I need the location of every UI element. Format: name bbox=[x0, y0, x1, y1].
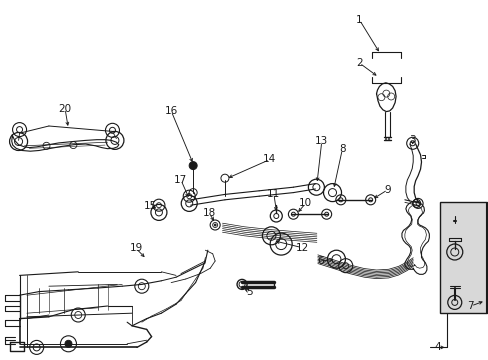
Text: 10: 10 bbox=[299, 198, 311, 208]
Text: 11: 11 bbox=[266, 189, 280, 199]
Text: 15: 15 bbox=[143, 201, 157, 211]
Circle shape bbox=[189, 162, 197, 170]
Text: 5: 5 bbox=[245, 287, 252, 297]
Text: 13: 13 bbox=[314, 136, 328, 147]
Text: 18: 18 bbox=[202, 208, 216, 219]
Text: 3: 3 bbox=[408, 135, 415, 145]
Text: 2: 2 bbox=[355, 58, 362, 68]
Text: 9: 9 bbox=[384, 185, 390, 195]
Bar bbox=[439, 202, 486, 313]
Text: 7: 7 bbox=[467, 301, 473, 311]
Text: 20: 20 bbox=[59, 104, 71, 114]
Text: 19: 19 bbox=[129, 243, 142, 253]
Circle shape bbox=[214, 224, 216, 226]
Text: 17: 17 bbox=[174, 175, 187, 185]
Circle shape bbox=[65, 340, 72, 347]
Text: 4: 4 bbox=[433, 342, 440, 352]
Text: 16: 16 bbox=[164, 106, 178, 116]
Text: 14: 14 bbox=[263, 154, 276, 165]
Text: 8: 8 bbox=[338, 144, 345, 154]
Text: 1: 1 bbox=[355, 15, 362, 25]
Text: 12: 12 bbox=[295, 243, 308, 253]
Text: 6: 6 bbox=[316, 256, 323, 266]
